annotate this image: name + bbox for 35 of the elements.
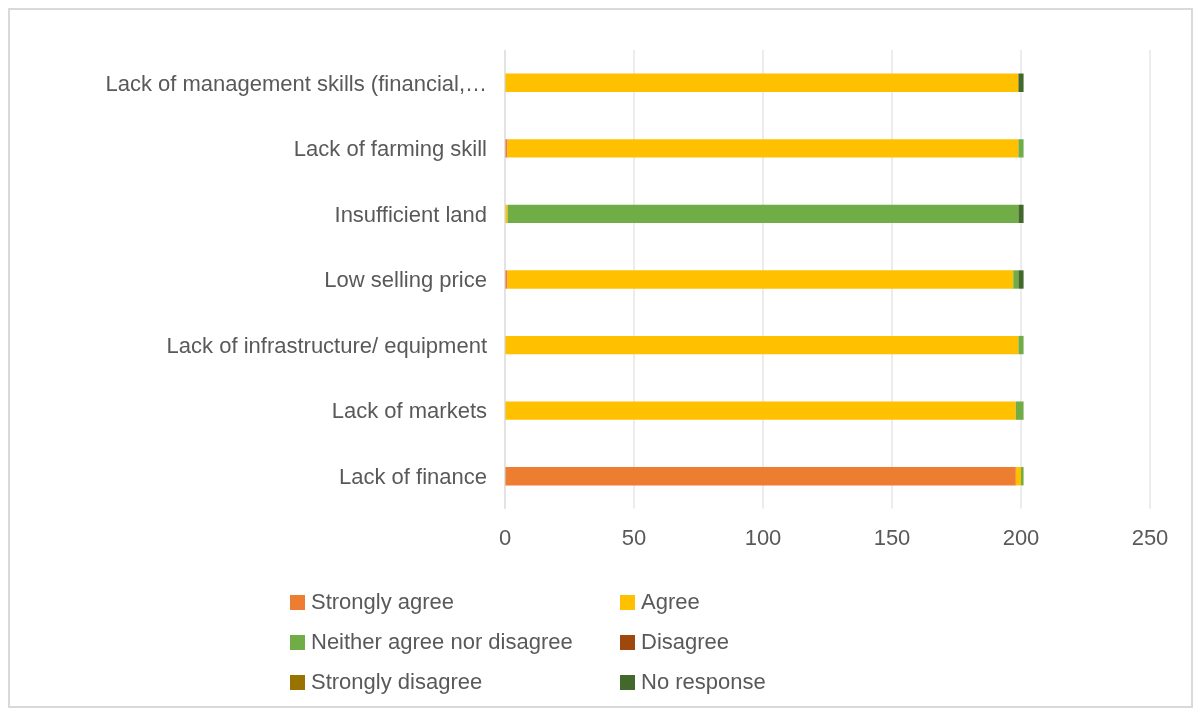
bar bbox=[1021, 467, 1024, 486]
y-tick-label: Lack of infrastructure/ equipment bbox=[166, 332, 487, 358]
bar bbox=[507, 270, 1014, 289]
y-tick-label: Lack of farming skill bbox=[293, 136, 487, 162]
bar bbox=[505, 335, 1019, 355]
bar bbox=[507, 139, 1019, 158]
legend-label: Agree bbox=[641, 589, 700, 615]
legend-label: No response bbox=[641, 669, 766, 695]
x-tick-label: 200 bbox=[1002, 524, 1040, 550]
bar bbox=[1018, 204, 1024, 224]
bar bbox=[1018, 270, 1024, 289]
bar bbox=[1018, 335, 1024, 355]
legend-label: Strongly agree bbox=[311, 589, 455, 615]
bar bbox=[1015, 401, 1024, 420]
bar bbox=[1015, 467, 1021, 486]
bar bbox=[1013, 270, 1019, 289]
y-tick-label: Lack of markets bbox=[331, 398, 487, 424]
y-tick-label: Insufficient land bbox=[334, 201, 487, 227]
bar bbox=[505, 73, 1019, 92]
bar bbox=[1018, 139, 1024, 158]
x-tick-label: 150 bbox=[873, 524, 911, 550]
y-tick-label: Lack of management skills (financial,… bbox=[105, 70, 487, 96]
x-tick-label: 0 bbox=[498, 524, 512, 550]
x-tick-label: 250 bbox=[1131, 524, 1169, 550]
bar bbox=[1018, 73, 1024, 92]
x-tick-label: 100 bbox=[744, 524, 782, 550]
bar bbox=[505, 401, 1016, 420]
legend-label: Disagree bbox=[641, 629, 730, 655]
y-tick-label: Lack of finance bbox=[339, 464, 487, 490]
y-tick-label: Low selling price bbox=[324, 267, 487, 293]
bar bbox=[507, 204, 1019, 224]
bar bbox=[505, 467, 1016, 486]
x-tick-label: 50 bbox=[621, 524, 647, 550]
legend-label: Strongly disagree bbox=[311, 669, 483, 695]
legend-label: Neither agree nor disagree bbox=[311, 629, 573, 655]
